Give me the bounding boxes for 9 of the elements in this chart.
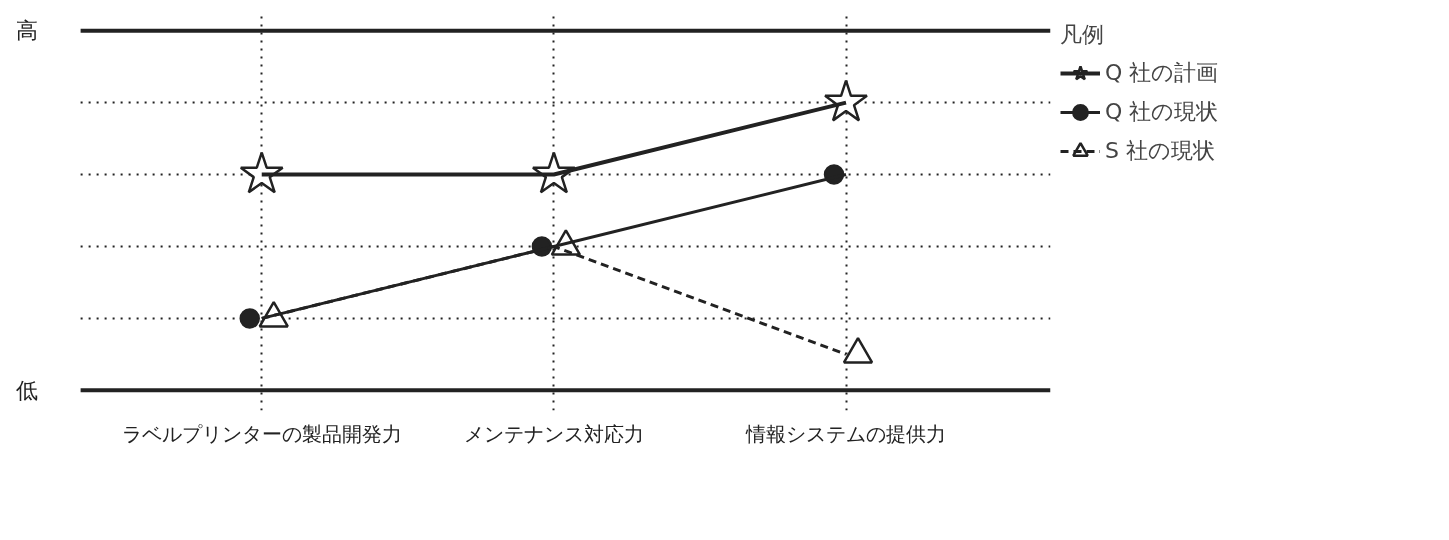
legend-label: Q 社の現状 (1105, 98, 1219, 126)
text: 高 (16, 18, 39, 44)
legend-title: 凡例 (1060, 21, 1105, 49)
text: 低 (16, 377, 39, 403)
legend-label: Q 社の計画 (1105, 59, 1219, 87)
x-tick-label: 情報システムの提供力 (745, 421, 947, 446)
x-tick-label: メンテナンス対応力 (463, 421, 644, 446)
x-tick-label: ラベルプリンターの製品開発力 (121, 421, 402, 446)
legend-label: S 社の現状 (1105, 137, 1215, 165)
